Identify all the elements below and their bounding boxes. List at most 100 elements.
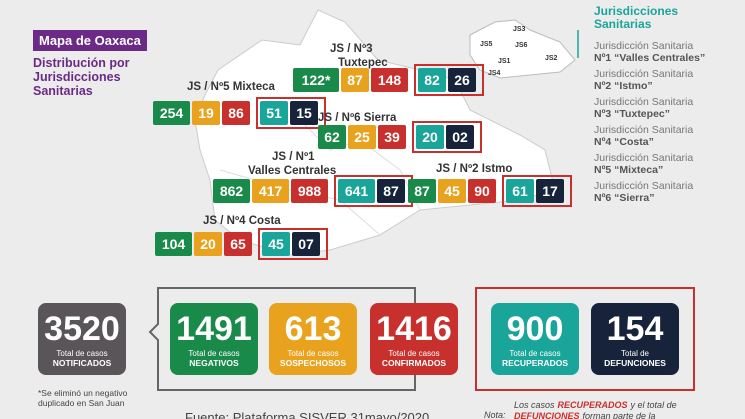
case-box: 988	[291, 179, 328, 203]
total-caption: Total de casos	[287, 349, 339, 358]
case-box: 417	[252, 179, 289, 203]
total-card: 900 Total de casos RECUPERADOS	[491, 303, 579, 375]
legend-title-line: Sanitarias	[594, 17, 652, 31]
note-label: Nota:	[484, 410, 506, 419]
legend-name: Nº6 “Sierra”	[594, 192, 655, 204]
total-name: NOTIFICADOS	[52, 358, 112, 368]
legend-title-line: Jurisdicciones	[594, 4, 679, 18]
note-line: Los casos RECUPERADOS y el total de	[514, 400, 680, 411]
case-box: 20	[194, 232, 222, 256]
total-caption: Total de casos	[56, 349, 108, 358]
case-box: 122*	[293, 68, 339, 92]
case-box: 148	[371, 68, 408, 92]
note-line: DEFUNCIONES forman parte de la	[514, 411, 680, 419]
case-box: 61	[506, 179, 534, 203]
legend-line: Jurisdicción Sanitaria	[594, 40, 694, 52]
total-card: 3520 Total de casos NOTIFICADOS	[38, 303, 126, 375]
jurisdiction-label: JS / Nº6 Sierra	[318, 112, 397, 124]
legend-item: Jurisdicción Sanitaria Nº2 “Istmo”	[594, 68, 705, 92]
case-box: 26	[448, 68, 476, 92]
outline-group	[412, 121, 482, 153]
total-value: 900	[506, 310, 564, 348]
total-card: 154 Total de DEFUNCIONES	[591, 303, 679, 375]
footnote-line: duplicado en San Juan	[38, 398, 125, 408]
case-box: 45	[438, 179, 466, 203]
minimap-label: JS5	[480, 41, 493, 48]
legend-line: Jurisdicción Sanitaria	[594, 96, 694, 108]
total-caption: Total de	[620, 349, 650, 358]
case-box: 87	[341, 68, 369, 92]
subtitle-line: Sanitarias	[33, 84, 93, 98]
case-box: 254	[153, 101, 190, 125]
case-box: 19	[192, 101, 220, 125]
case-box: 641	[338, 179, 375, 203]
subtitle-line: Jurisdicciones	[33, 70, 121, 84]
legend-item: Jurisdicción Sanitaria Nº4 “Costa”	[594, 124, 705, 148]
note-text: forman parte de la	[582, 411, 656, 419]
legend-name: Nº1 “Valles Centrales”	[594, 52, 706, 64]
note-text: DEFUNCIONES	[514, 411, 580, 419]
case-box: 86	[222, 101, 250, 125]
total-card: 1491 Total de casos NEGATIVOS	[170, 303, 258, 375]
source: Fuente: Plataforma SISVER 31mayo/2020	[185, 410, 430, 419]
case-box: 51	[260, 101, 288, 125]
total-value: 1491	[176, 310, 252, 348]
case-box: 87	[408, 179, 436, 203]
jurisdiction-label: JS / Nº4 Costa	[203, 215, 281, 227]
total-card: 613 Total de casos SOSPECHOSOS	[269, 303, 357, 375]
case-box: 862	[213, 179, 250, 203]
minimap-label: JS2	[545, 55, 558, 62]
title: Mapa de Oaxaca	[33, 30, 147, 51]
total-card: 1416 Total de casos CONFIRMADOS	[370, 303, 458, 375]
case-box: 87	[377, 179, 405, 203]
legend-name: Nº2 “Istmo”	[594, 80, 653, 92]
subtitle: Distribución por Jurisdicciones Sanitarias	[33, 56, 130, 98]
case-box: 65	[224, 232, 252, 256]
footnote: *Se eliminó un negativo duplicado en San …	[38, 388, 127, 408]
jurisdiction-label: JS / Nº2 Istmo	[436, 163, 513, 175]
case-box: 15	[290, 101, 318, 125]
minimap-label: JS4	[488, 70, 501, 77]
minimap	[469, 19, 576, 79]
jurisdiction-label: Valles Centrales	[248, 165, 337, 177]
total-caption: Total de casos	[188, 349, 240, 358]
case-box: 02	[446, 125, 474, 149]
legend-name: Nº5 “Mixteca”	[594, 164, 664, 176]
case-box: 07	[292, 232, 320, 256]
minimap-label: JS6	[515, 42, 528, 49]
total-value: 613	[284, 310, 342, 348]
total-name: DEFUNCIONES	[604, 358, 666, 368]
note-text: y el total de	[630, 400, 677, 410]
total-value: 1416	[376, 310, 452, 348]
legend-line: Jurisdicción Sanitaria	[594, 124, 694, 136]
case-box: 20	[416, 125, 444, 149]
bracket	[475, 287, 695, 391]
case-box: 17	[536, 179, 564, 203]
note: Los casos RECUPERADOS y el total de DEFUNCI…	[514, 400, 680, 419]
footnote-line: *Se eliminó un negativo	[38, 388, 128, 398]
jurisdiction-label: JS / Nº1	[272, 151, 315, 163]
case-box: 39	[378, 125, 406, 149]
legend-item: Jurisdicción Sanitaria Nº1 “Valles Centra…	[594, 40, 705, 64]
jurisdiction-label: JS / Nº5 Mixteca	[187, 81, 275, 93]
note-text: Los casos	[514, 400, 555, 410]
legend: Jurisdicción Sanitaria Nº1 “Valles Centra…	[594, 40, 705, 208]
legend-title: Jurisdicciones Sanitarias	[594, 5, 678, 31]
total-value: 3520	[44, 310, 120, 348]
total-value: 154	[606, 310, 664, 348]
legend-line: Jurisdicción Sanitaria	[594, 68, 694, 80]
jurisdiction-label: Tuxtepec	[338, 57, 388, 69]
legend-item: Jurisdicción Sanitaria Nº5 “Mixteca”	[594, 152, 705, 176]
legend-name: Nº4 “Costa”	[594, 136, 654, 148]
total-name: SOSPECHOSOS	[279, 358, 347, 368]
outline-group	[502, 175, 572, 207]
outline-group	[258, 228, 328, 260]
legend-line: Jurisdicción Sanitaria	[594, 152, 694, 164]
outline-group	[414, 64, 484, 96]
legend-item: Jurisdicción Sanitaria Nº3 “Tuxtepec”	[594, 96, 705, 120]
case-box: 82	[418, 68, 446, 92]
legend-line: Jurisdicción Sanitaria	[594, 180, 694, 192]
legend-name: Nº3 “Tuxtepec”	[594, 108, 670, 120]
case-box: 62	[318, 125, 346, 149]
